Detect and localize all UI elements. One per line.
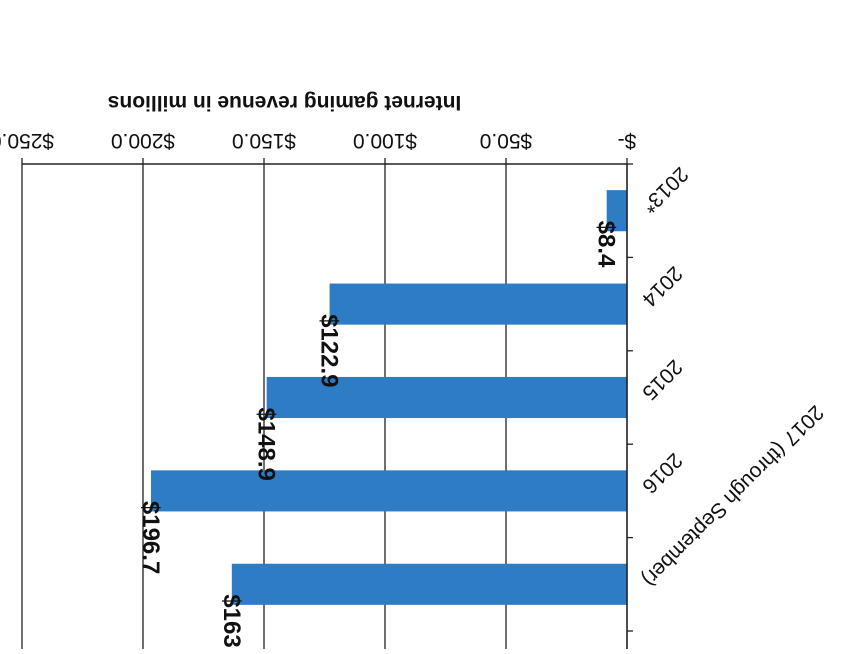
category-label-2: 2014 — [637, 262, 687, 312]
x-tick-label: $100.0 — [353, 129, 417, 152]
x-axis-title: Internet gaming revenue in millions — [108, 91, 462, 114]
category-label-5: 2017 (through September) — [637, 401, 827, 591]
x-tick-label: $200.0 — [111, 129, 175, 152]
category-label-1: 2013* — [637, 162, 692, 217]
x-tick-label: $50.0 — [480, 129, 533, 152]
x-tick-label: $150.0 — [232, 129, 296, 152]
axes: $- $50.0 $100.0 $150.0 $200.0 $250.0 — [0, 129, 636, 649]
data-label-4: $196.7 — [137, 501, 164, 574]
category-label-4: 2016 — [637, 448, 686, 497]
bar-2 — [329, 283, 627, 325]
data-label-3: $148.9 — [253, 408, 280, 481]
category-label-3: 2015 — [637, 355, 686, 404]
bar-4 — [150, 470, 627, 512]
bar-3 — [266, 376, 627, 419]
bar-5 — [231, 563, 627, 605]
data-label-5: $163.3 — [218, 594, 245, 649]
data-label-1: $8.4 — [593, 221, 620, 268]
bars — [150, 190, 627, 605]
bar-1 — [606, 190, 627, 232]
data-label-2: $122.9 — [316, 314, 343, 387]
x-tick-label: $- — [618, 129, 637, 152]
x-tick-label: $250.0 — [0, 129, 54, 152]
